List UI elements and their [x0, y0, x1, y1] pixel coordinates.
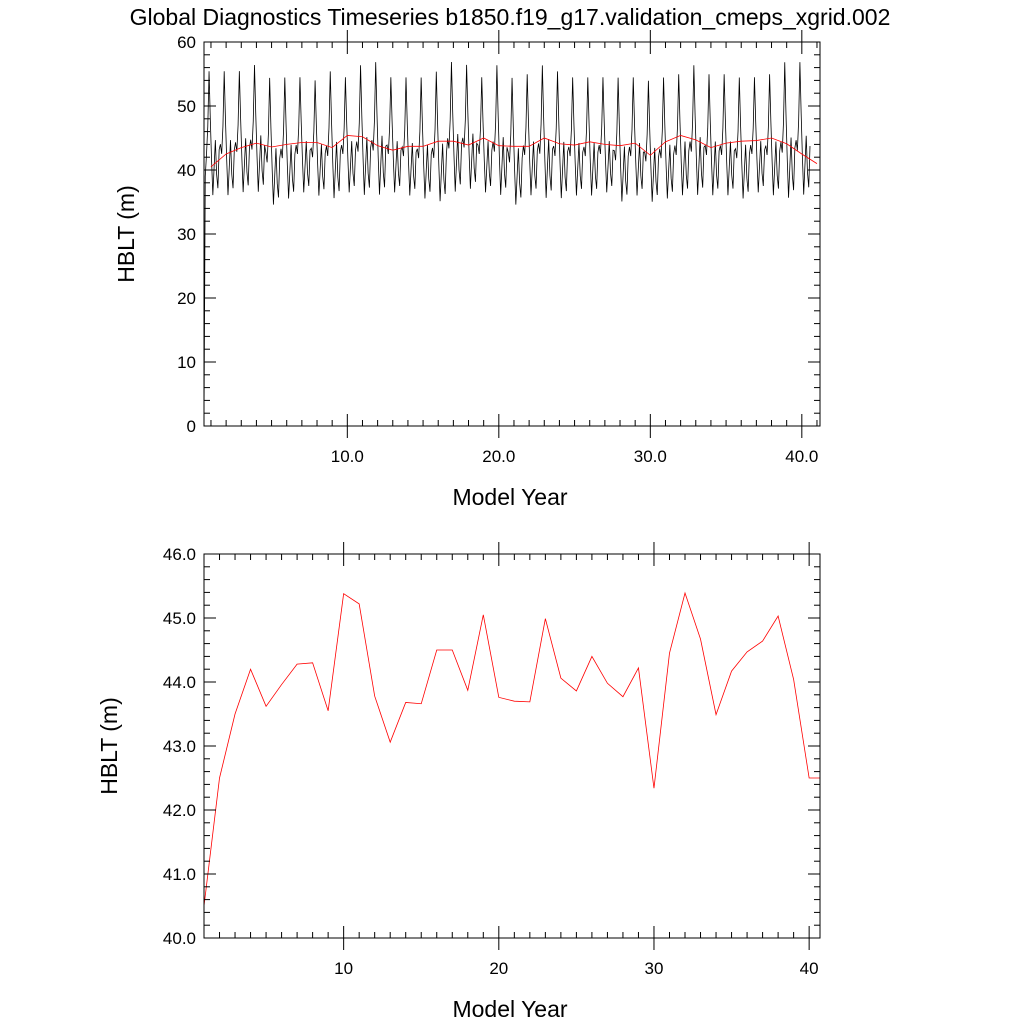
bottom-y-tick-label: 40.0 [163, 929, 196, 948]
bottom-panel: 10 20 30 40 40.0 41.0 42.0 43.0 44.0 45.0 46.0 Mod… [96, 542, 821, 1022]
bottom-plot-ticks: 10 20 30 40 40.0 41.0 42.0 43.0 44.0 45.0 46.0 [163, 542, 820, 978]
bottom-y-tick-label: 46.0 [163, 545, 196, 564]
top-series-line-1 [210, 135, 818, 168]
bottom-x-tick-label: 30 [645, 959, 664, 978]
chart-title: Global Diagnostics Timeseries b1850.f19_… [130, 4, 891, 30]
bottom-y-tick-label: 44.0 [163, 673, 196, 692]
bottom-x-tick-label: 40 [800, 959, 819, 978]
top-y-tick-label: 10 [177, 353, 196, 372]
top-plot-ticks: 10.0 20.0 30.0 40.0 0 10 20 30 40 50 60 [177, 30, 820, 466]
bottom-y-tick-label: 41.0 [163, 865, 196, 884]
bottom-x-tick-label: 20 [489, 959, 508, 978]
top-x-tick-label: 30.0 [634, 447, 667, 466]
top-x-axis-title: Model Year [452, 484, 567, 510]
top-y-tick-label: 0 [187, 417, 196, 436]
top-y-tick-label: 50 [177, 97, 196, 116]
top-y-tick-label: 40 [177, 161, 196, 180]
top-y-tick-label: 20 [177, 289, 196, 308]
bottom-y-tick-label: 43.0 [163, 737, 196, 756]
top-y-axis-title: HBLT (m) [113, 185, 139, 283]
top-x-tick-label: 20.0 [482, 447, 515, 466]
bottom-series-line-0 [203, 591, 820, 907]
bottom-x-tick-label: 10 [334, 959, 353, 978]
top-y-tick-label: 30 [177, 225, 196, 244]
bottom-x-axis-title: Model Year [452, 996, 567, 1022]
top-x-tick-label: 10.0 [331, 447, 364, 466]
bottom-plot-series [203, 591, 820, 907]
top-plot-series [203, 61, 818, 423]
top-panel: 10.0 20.0 30.0 40.0 0 10 20 30 40 50 60 Model Year… [113, 30, 821, 510]
bottom-y-tick-label: 45.0 [163, 609, 196, 628]
bottom-y-axis-title: HBLT (m) [96, 697, 122, 795]
top-x-tick-label: 40.0 [785, 447, 818, 466]
top-plot-frame [203, 41, 821, 427]
top-series-line-0 [203, 61, 811, 423]
bottom-y-tick-label: 42.0 [163, 801, 196, 820]
top-y-tick-label: 60 [177, 33, 196, 52]
bottom-plot-frame [203, 553, 821, 939]
